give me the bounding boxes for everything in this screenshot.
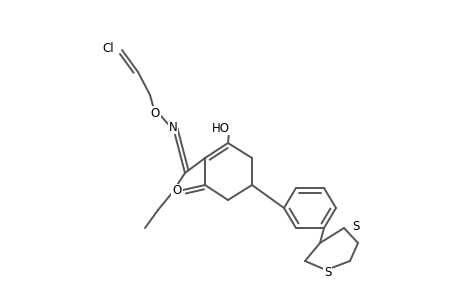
- Text: Cl: Cl: [102, 41, 114, 55]
- Text: O: O: [150, 106, 159, 119]
- Text: N: N: [168, 121, 177, 134]
- Text: S: S: [351, 220, 358, 232]
- Text: HO: HO: [212, 122, 230, 134]
- Text: S: S: [323, 266, 330, 278]
- Text: O: O: [172, 184, 181, 197]
